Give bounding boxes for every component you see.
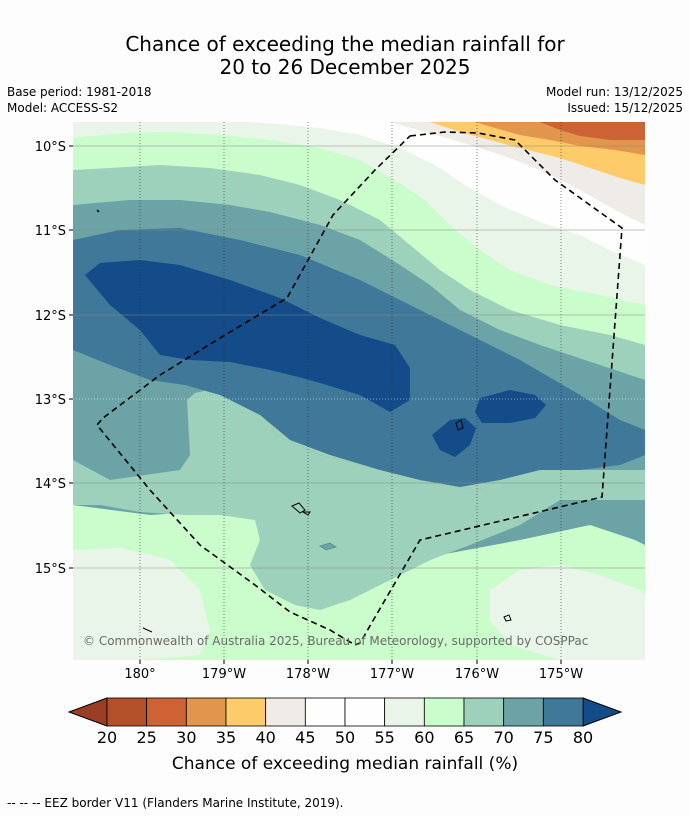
colorbar-swatch [225,697,267,727]
colorbar-tick-label: 50 [335,728,355,747]
colorbar-tick-label: 60 [414,728,434,747]
eez-border [95,131,623,646]
band-55-60-southeast [490,565,645,660]
colorbar-tick-label: 70 [493,728,513,747]
map-title-line-2: 20 to 26 December 2025 [219,55,471,79]
copyright-text: © Commonwealth of Australia 2025, Bureau… [83,634,588,648]
colorbar-tick-label: 45 [295,728,315,747]
colorbar-tick-label: 55 [374,728,394,747]
colorbar-tick-label: 65 [454,728,474,747]
colorbar-label: Chance of exceeding median rainfall (%) [171,754,519,774]
colorbar-tick-label: 40 [255,728,275,747]
map-title-line-1: Chance of exceeding the median rainfall … [125,32,565,56]
lon-labels: 180° 179°W 178°W 177°W 176°W 175°W [124,667,583,682]
colorbar-swatch [106,697,148,727]
band-80-small-blob [432,418,476,457]
colorbar-swatch [185,697,227,727]
rainfall-contours [73,122,645,660]
colorbar-swatch [146,697,187,727]
colorbar-swatch [503,697,544,727]
colorbar-tick-label: 25 [136,728,156,747]
lon-label: 180° [124,667,155,682]
eez-footer-note: -- -- -- EEZ border V11 (Flanders Marine… [7,796,344,810]
lat-label: 11°S [35,224,66,239]
lat-labels: 10°S 11°S 12°S 13°S 14°S 15°S [35,140,66,577]
band-55-60-southwest [73,548,210,660]
colorbar-tick-label: 20 [97,728,117,747]
island-outline [142,627,153,633]
band-80-east-blob [475,390,546,423]
island-outline [455,419,464,431]
island-outline [503,614,512,622]
tick-marks [69,145,562,664]
colorbar-swatch [384,697,425,727]
band-30-35-north [540,122,645,140]
colorbar-over-arrow [582,697,623,727]
colorbar-tick-label: 75 [533,728,553,747]
model-run-text: Model run: 13/12/2025 [545,85,683,99]
base-period-text: Base period: 1981-2018 [7,85,152,99]
lon-label: 178°W [286,667,330,682]
colorbar-swatch [265,697,306,727]
colorbar-swatch [304,697,346,727]
colorbar-tick-label: 80 [573,728,593,747]
island-outline [319,542,337,551]
colorbar-swatch [542,697,584,727]
colorbar-tick-label: 30 [176,728,196,747]
lat-label: 15°S [35,562,66,577]
colorbar-under-arrow [67,697,108,727]
colorbar: 20 25 30 35 40 45 50 55 60 65 70 75 80 [67,697,623,747]
band-65-70-south [73,392,645,610]
eez-border-fragment [96,209,100,213]
island-outline [291,502,306,514]
issued-text: Issued: 15/12/2025 [567,101,683,115]
lat-label: 12°S [35,309,66,324]
lon-label: 175°W [539,667,583,682]
colorbar-swatch [344,697,386,727]
band-80-core [85,260,410,412]
lat-label: 13°S [35,393,66,408]
island-outline [301,511,311,516]
parallels [73,145,645,569]
colorbar-tick-label: 35 [216,728,236,747]
lat-label: 14°S [35,477,66,492]
colorbar-swatch [463,697,505,727]
lon-label: 177°W [370,667,414,682]
meta-left: Base period: 1981-2018 Model: ACCESS-S2 [7,84,152,116]
meta-right: Model run: 13/12/2025 Issued: 15/12/2025 [546,84,683,116]
lon-label: 176°W [455,667,499,682]
lat-label: 10°S [35,140,66,155]
lon-label: 179°W [202,667,246,682]
model-text: Model: ACCESS-S2 [7,101,119,115]
colorbar-swatch [423,697,465,727]
